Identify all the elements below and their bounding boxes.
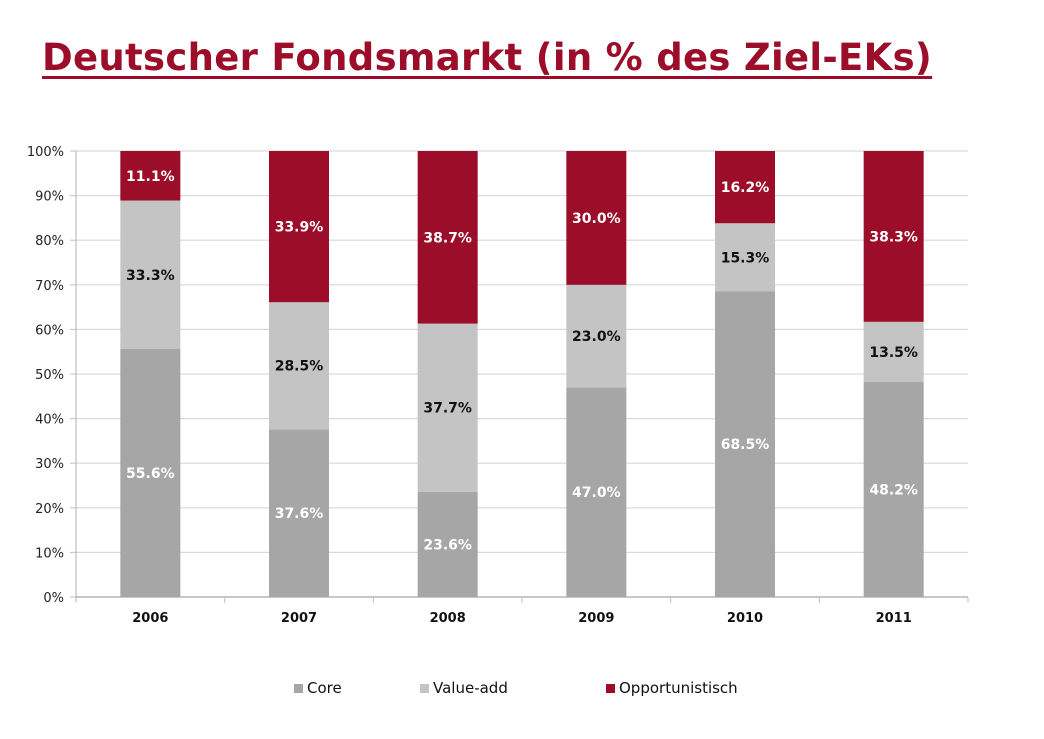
y-tick-label: 100% <box>27 145 64 160</box>
bar-opportunistisch-2011 <box>863 151 924 322</box>
bar-core-2011 <box>863 382 924 597</box>
legend-item-opportunistisch: Opportunistisch <box>606 679 738 697</box>
bar-core-2010 <box>715 291 775 597</box>
bar-opportunistisch-2009 <box>566 151 627 285</box>
bar-core-2007 <box>269 429 329 597</box>
legend-item-value-add: Value-add <box>420 679 508 697</box>
data-label: 33.9% <box>275 220 324 236</box>
bar-opportunistisch-2010 <box>715 151 775 224</box>
x-tick-label: 2008 <box>430 611 466 626</box>
data-label: 55.6% <box>126 466 175 482</box>
data-label: 30.0% <box>572 211 621 227</box>
x-tick-label: 2011 <box>876 611 912 626</box>
legend-swatch <box>294 683 303 693</box>
y-tick-label: 10% <box>35 546 64 561</box>
legend: Core Value-add Opportunistisch <box>0 679 1044 699</box>
data-label: 23.0% <box>572 329 621 345</box>
y-axis-ticks: 0% 10% 20% 30% 40% 50% 60% 70% 80% 90% 100% <box>27 145 76 606</box>
x-tick-label: 2006 <box>132 611 168 626</box>
y-tick-label: 20% <box>35 502 64 517</box>
bar-opportunistisch-2008 <box>417 151 478 324</box>
y-tick-label: 30% <box>35 457 64 472</box>
data-label: 23.6% <box>423 537 472 553</box>
y-tick-label: 60% <box>35 323 64 338</box>
data-labels: 55.6% 33.3% 11.1% 37.6% 28.5% 33.9% 23.6% 37.7%… <box>126 169 918 554</box>
data-label: 48.2% <box>869 483 918 499</box>
legend-swatch <box>606 683 615 693</box>
bar-value-add-2006 <box>120 200 181 350</box>
data-label: 33.3% <box>126 268 175 284</box>
bar-value-add-2007 <box>269 302 329 430</box>
bar-core-2009 <box>566 387 627 597</box>
x-tick-label: 2009 <box>578 611 614 626</box>
bar-value-add-2011 <box>863 321 924 383</box>
bar-core-2006 <box>120 349 181 597</box>
y-tick-label: 40% <box>35 413 64 428</box>
y-tick-label: 0% <box>43 591 64 606</box>
bar-value-add-2008 <box>417 323 478 492</box>
data-label: 16.2% <box>721 180 770 196</box>
legend-label: Opportunistisch <box>619 679 738 697</box>
page-title: Deutscher Fondsmarkt (in % des Ziel-EKs) <box>42 36 933 79</box>
data-label: 28.5% <box>275 359 324 375</box>
bars <box>120 151 924 597</box>
y-tick-label: 70% <box>35 279 64 294</box>
x-tick-label: 2010 <box>727 611 763 626</box>
bar-opportunistisch-2007 <box>269 151 329 303</box>
data-label: 47.0% <box>572 485 621 501</box>
data-label: 68.5% <box>721 437 770 453</box>
legend-label: Value-add <box>433 679 508 697</box>
y-tick-label: 80% <box>35 234 64 249</box>
data-label: 38.3% <box>869 229 918 245</box>
x-axis-ticks: 2006 2007 2008 2009 2010 2011 <box>132 597 969 626</box>
data-label: 37.6% <box>275 506 324 522</box>
gridlines <box>76 150 968 554</box>
bar-value-add-2010 <box>715 223 775 292</box>
legend-label: Core <box>307 679 342 697</box>
data-label: 13.5% <box>869 345 918 361</box>
bar-core-2008 <box>417 491 478 597</box>
data-label: 15.3% <box>721 250 770 266</box>
y-tick-label: 90% <box>35 190 64 205</box>
data-label: 11.1% <box>126 169 175 185</box>
bar-value-add-2009 <box>566 284 627 388</box>
legend-swatch <box>420 683 429 693</box>
data-label: 38.7% <box>423 230 472 246</box>
data-label: 37.7% <box>423 401 472 417</box>
y-tick-label: 50% <box>35 368 64 383</box>
bar-opportunistisch-2006 <box>120 151 181 201</box>
axes <box>75 151 968 602</box>
legend-item-core: Core <box>294 679 342 697</box>
x-tick-label: 2007 <box>281 611 317 626</box>
